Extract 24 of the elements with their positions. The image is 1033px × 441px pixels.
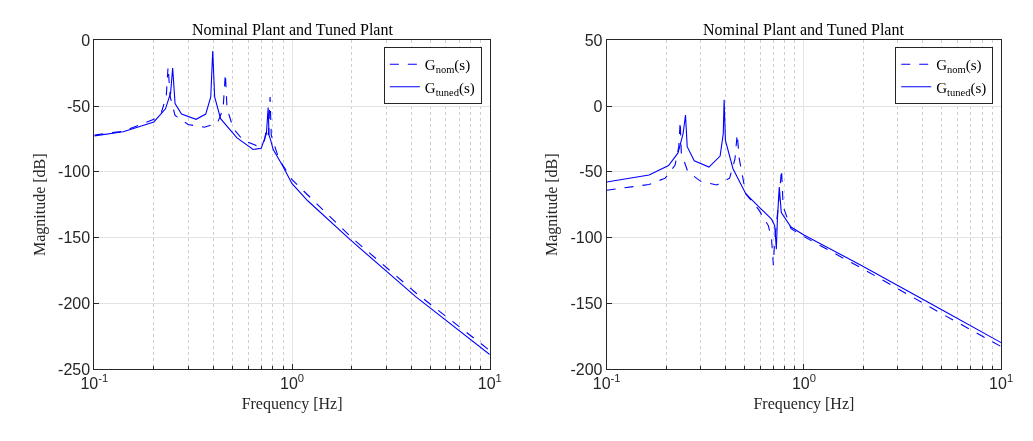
y-tick-label: 0 bbox=[81, 32, 91, 50]
y-tick-label: -50 bbox=[579, 163, 603, 181]
y-tick-label: -200 bbox=[58, 294, 91, 312]
y-tick-label: -50 bbox=[67, 97, 91, 115]
legend-label: G$_{nom}$(s) bbox=[424, 57, 471, 76]
chart-title: Nominal Plant and Tuned Plant bbox=[192, 21, 394, 38]
legend-label: G$_{tuned}$(s) bbox=[424, 79, 475, 98]
y-tick-label: -100 bbox=[58, 163, 91, 181]
chart-title: Nominal Plant and Tuned Plant bbox=[703, 21, 905, 38]
y-axis-title: Magnitude [dB] bbox=[543, 153, 562, 257]
x-axis-title: Frequency [Hz] bbox=[753, 394, 855, 413]
x-tick-label: 10$^{0}$ bbox=[280, 372, 305, 393]
y-axis-title: Magnitude [dB] bbox=[31, 153, 50, 257]
x-tick-label: 10$^{1}$ bbox=[477, 372, 502, 393]
x-tick-label: 10$^{1}$ bbox=[989, 372, 1014, 393]
legend-label: G$_{tuned}$(s) bbox=[936, 79, 987, 98]
y-tick-label: -100 bbox=[570, 229, 603, 247]
y-tick-label: -150 bbox=[58, 229, 91, 247]
y-tick-label: 0 bbox=[593, 97, 603, 115]
x-tick-label: 10$^{0}$ bbox=[791, 372, 816, 393]
x-axis-title: Frequency [Hz] bbox=[241, 394, 343, 413]
y-tick-label: 50 bbox=[584, 32, 603, 50]
y-tick-label: -150 bbox=[570, 294, 603, 312]
legend-label: G$_{nom}$(s) bbox=[936, 57, 982, 76]
